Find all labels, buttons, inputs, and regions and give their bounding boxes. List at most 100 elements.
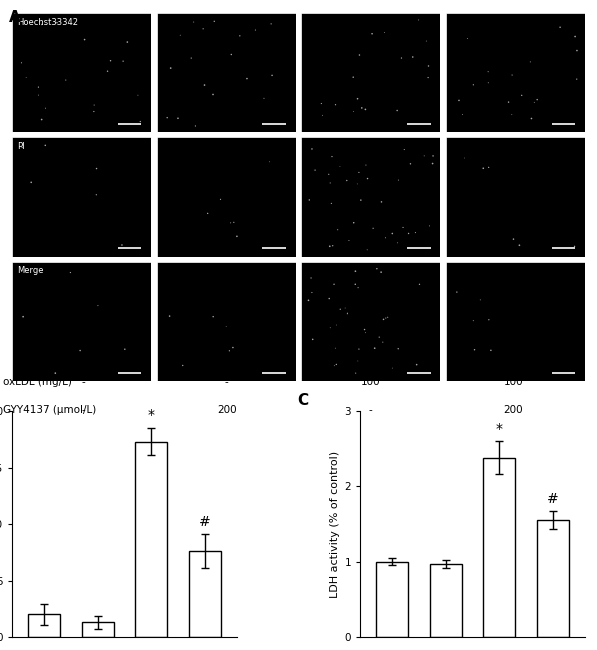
Point — [304, 295, 313, 306]
Point — [377, 197, 386, 207]
Point — [200, 80, 210, 90]
Bar — [135, 441, 167, 637]
Point — [353, 356, 362, 366]
Point — [342, 176, 352, 186]
Point — [75, 345, 85, 356]
Text: Merge: Merge — [17, 266, 44, 276]
Point — [349, 107, 358, 117]
Point — [381, 233, 390, 243]
Point — [378, 337, 387, 347]
Point — [421, 36, 431, 46]
Point — [396, 53, 406, 63]
Point — [17, 142, 27, 153]
Point — [349, 72, 358, 83]
Point — [242, 73, 252, 84]
Text: #: # — [547, 491, 559, 506]
Point — [176, 30, 185, 40]
Point — [362, 244, 372, 255]
Point — [504, 97, 513, 107]
Point — [361, 328, 370, 338]
Point — [428, 151, 438, 161]
Point — [318, 110, 327, 120]
Point — [173, 113, 183, 124]
Point — [368, 223, 378, 233]
Point — [304, 195, 314, 205]
Point — [229, 217, 239, 228]
Point — [507, 70, 517, 80]
Point — [399, 144, 409, 155]
Point — [484, 77, 493, 88]
Text: 100: 100 — [361, 377, 380, 387]
Point — [162, 112, 172, 123]
Point — [106, 55, 115, 66]
Point — [41, 103, 50, 113]
Point — [266, 19, 276, 29]
Point — [527, 113, 536, 124]
Text: C: C — [297, 393, 309, 408]
Point — [259, 93, 269, 103]
Point — [335, 161, 344, 172]
Point — [265, 157, 275, 167]
Point — [408, 52, 417, 62]
Text: oxLDL (mg/L): oxLDL (mg/L) — [3, 377, 72, 387]
Point — [460, 153, 469, 163]
Point — [51, 368, 60, 378]
Text: *: * — [496, 422, 503, 436]
Point — [414, 15, 423, 25]
Point — [509, 234, 518, 244]
Point — [572, 46, 581, 56]
Point — [165, 311, 174, 321]
Point — [203, 208, 213, 218]
Point — [420, 151, 429, 161]
Point — [90, 100, 99, 110]
Point — [208, 311, 218, 322]
Point — [361, 104, 370, 114]
Point — [428, 159, 438, 169]
Point — [349, 218, 358, 228]
Point — [232, 231, 242, 242]
Point — [530, 97, 539, 107]
Y-axis label: LDH activity (% of control): LDH activity (% of control) — [331, 450, 340, 597]
Point — [118, 56, 128, 66]
Point — [267, 70, 277, 81]
Point — [325, 322, 335, 333]
Point — [306, 273, 316, 283]
Point — [367, 29, 377, 39]
Point — [189, 17, 198, 27]
Point — [423, 72, 433, 83]
Point — [343, 309, 352, 319]
Bar — [82, 622, 113, 637]
Point — [352, 179, 362, 189]
Point — [340, 303, 350, 313]
Point — [166, 63, 176, 73]
Point — [344, 235, 353, 246]
Text: -: - — [225, 377, 229, 387]
Point — [122, 37, 132, 47]
Point — [354, 344, 364, 354]
Point — [353, 94, 362, 104]
Point — [133, 90, 143, 100]
Point — [354, 167, 364, 177]
Point — [372, 263, 381, 274]
Point — [463, 33, 472, 44]
Bar — [430, 564, 462, 637]
Point — [387, 228, 397, 239]
Point — [136, 116, 145, 127]
Bar — [537, 520, 569, 637]
Point — [378, 314, 388, 324]
Point — [393, 238, 402, 248]
Text: 100: 100 — [504, 377, 523, 387]
Point — [336, 304, 345, 315]
Point — [404, 228, 413, 239]
Point — [37, 20, 47, 30]
Point — [507, 109, 516, 120]
Point — [353, 283, 363, 293]
Point — [190, 121, 200, 131]
Point — [324, 169, 334, 179]
Point — [570, 241, 579, 252]
Text: -: - — [82, 377, 85, 387]
Point — [470, 344, 479, 355]
Point — [226, 218, 235, 228]
Bar — [484, 458, 515, 637]
Point — [19, 311, 28, 322]
